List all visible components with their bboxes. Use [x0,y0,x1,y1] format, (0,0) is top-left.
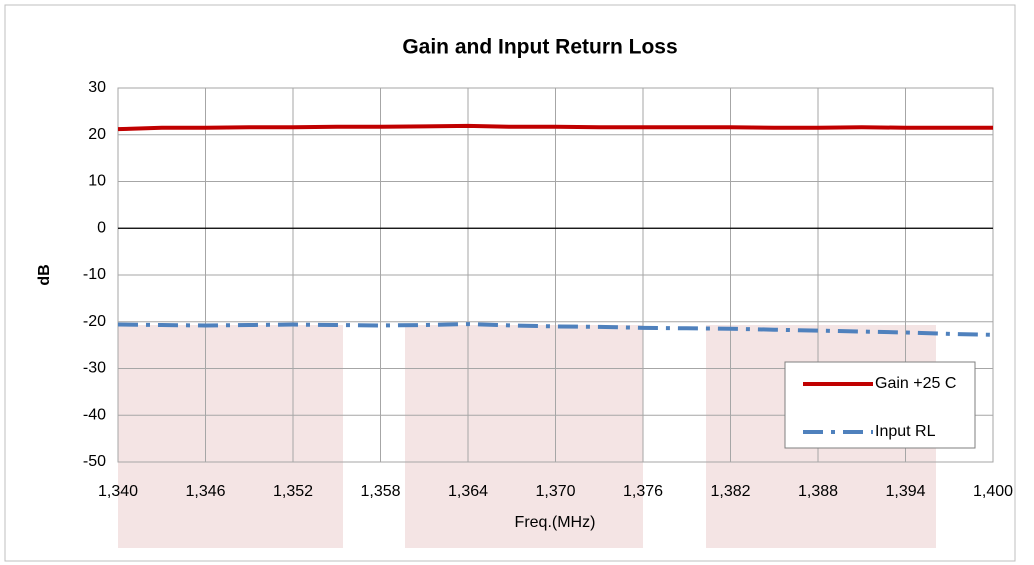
x-tick-label: 1,376 [623,483,663,500]
x-tick-label: 1,346 [185,483,225,500]
x-tick-label: 1,388 [798,483,838,500]
y-tick-label: -50 [83,453,106,470]
y-tick-label: 10 [88,173,106,190]
chart-title: Gain and Input Return Loss [402,36,677,59]
shade [405,325,643,548]
x-tick-label: 1,394 [885,483,925,500]
x-tick-label: 1,364 [448,483,488,500]
y-tick-label: 20 [88,126,106,143]
x-tick-label: 1,370 [535,483,575,500]
y-tick-label: -10 [83,266,106,283]
series-line [117,322,994,337]
y-tick-label: 30 [88,79,106,96]
x-tick-label: 1,382 [710,483,750,500]
x-axis-label: Freq.(MHz) [515,514,596,531]
x-tick-label: 1,352 [273,483,313,500]
legend-label: Gain +25 C [875,375,956,392]
x-tick-label: 1,340 [98,483,138,500]
y-tick-label: -20 [83,313,106,330]
y-tick-label: -40 [83,406,106,423]
shade [118,325,343,548]
legend-label: Input RL [875,423,936,440]
y-tick-label: -30 [83,360,106,377]
y-axis-label: dB [36,264,53,285]
y-tick-label: 0 [97,219,106,236]
series-line [117,123,993,132]
x-tick-label: 1,400 [973,483,1013,500]
x-tick-label: 1,358 [360,483,400,500]
